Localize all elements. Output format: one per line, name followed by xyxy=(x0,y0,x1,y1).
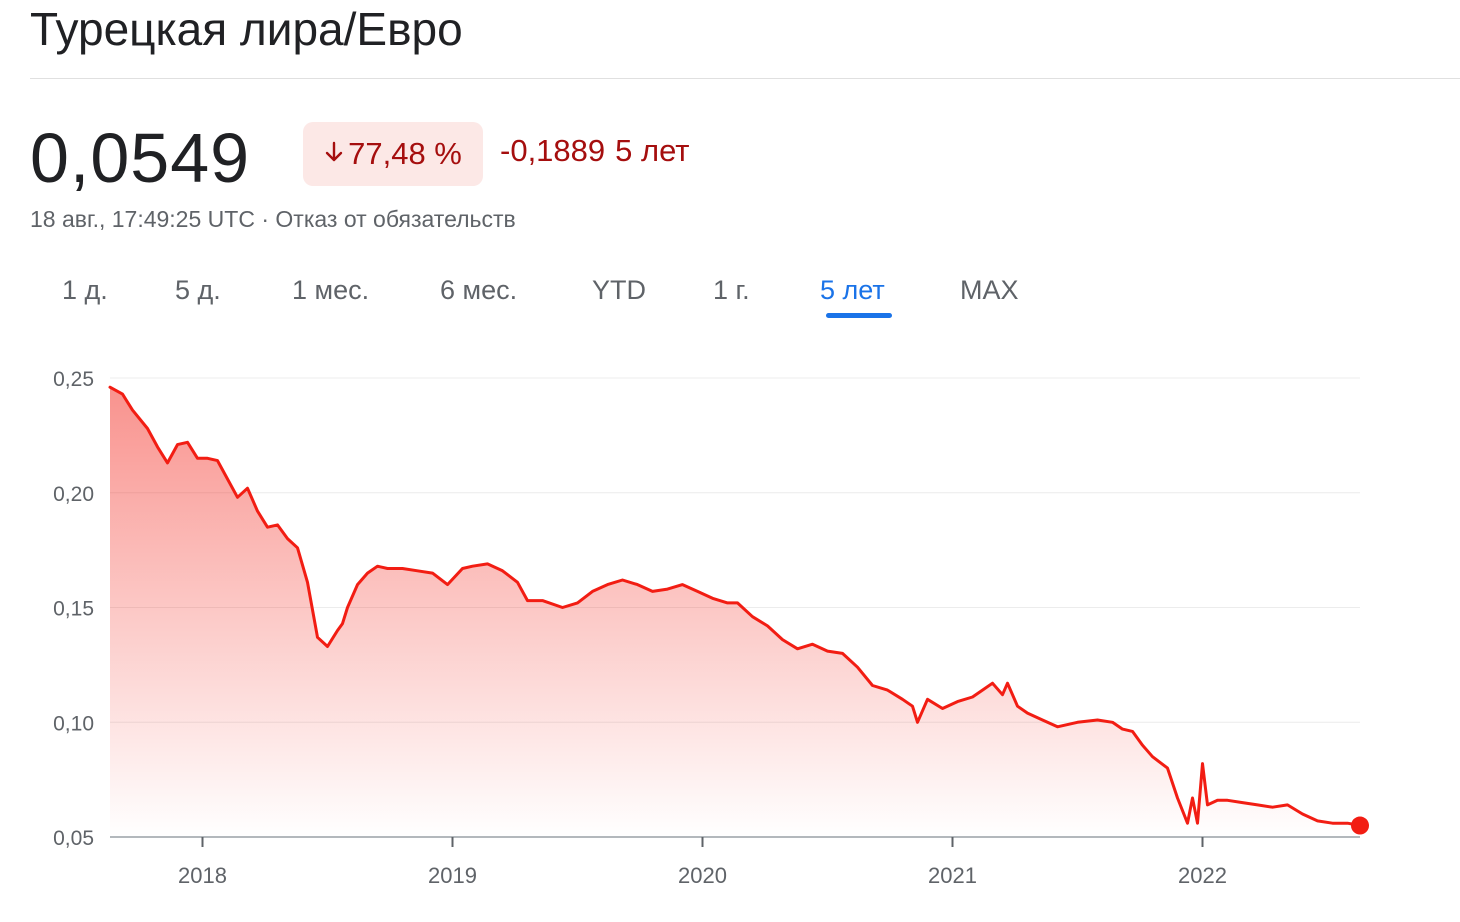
tab-ytd[interactable]: YTD xyxy=(592,275,646,305)
last-point-marker xyxy=(1351,816,1369,835)
tab-5y[interactable]: 5 лет xyxy=(820,275,885,305)
y-tick-label: 0,10 xyxy=(53,712,94,735)
y-tick-label: 0,15 xyxy=(53,598,94,621)
disclaimer-link[interactable]: Отказ от обязательств xyxy=(275,206,516,232)
tab-5d[interactable]: 5 д. xyxy=(175,275,221,305)
quote-meta: 18 авг., 17:49:25 UTC · Отказ от обязате… xyxy=(30,206,516,233)
chart-series-line xyxy=(108,385,1362,827)
page-title: Турецкая лира/Евро xyxy=(30,3,463,55)
tab-1m[interactable]: 1 мес. xyxy=(292,275,370,305)
tab-1d[interactable]: 1 д. xyxy=(62,275,108,305)
x-tick-label: 2022 xyxy=(1178,863,1227,888)
chart-area-fill xyxy=(110,387,1360,837)
tab-max[interactable]: MAX xyxy=(960,275,1019,305)
y-tick-label: 0,25 xyxy=(53,368,94,391)
x-tick-label: 2018 xyxy=(178,863,227,888)
current-price: 0,0549 xyxy=(30,119,251,197)
y-tick-label: 0,05 xyxy=(53,827,94,850)
change-absolute: -0,1889 5 лет xyxy=(500,133,700,169)
tab-1y[interactable]: 1 г. xyxy=(713,275,750,305)
change-percent-value: 77,48 % xyxy=(348,136,462,171)
meta-separator: · xyxy=(261,206,269,232)
quote-timestamp: 18 авг., 17:49:25 UTC xyxy=(30,206,255,232)
change-percent-badge: 77,48 % xyxy=(303,122,483,186)
header-divider xyxy=(30,78,1460,79)
change-period: 5 лет xyxy=(615,133,690,168)
x-tick-label: 2020 xyxy=(678,863,727,888)
active-tab-indicator xyxy=(826,313,892,318)
x-tick-label: 2019 xyxy=(428,863,477,888)
tab-6m[interactable]: 6 мес. xyxy=(440,275,518,305)
y-tick-label: 0,20 xyxy=(53,483,94,506)
change-absolute-value: -0,1889 xyxy=(500,133,606,168)
arrow-down-icon xyxy=(324,136,344,172)
x-tick-label: 2021 xyxy=(928,863,977,888)
